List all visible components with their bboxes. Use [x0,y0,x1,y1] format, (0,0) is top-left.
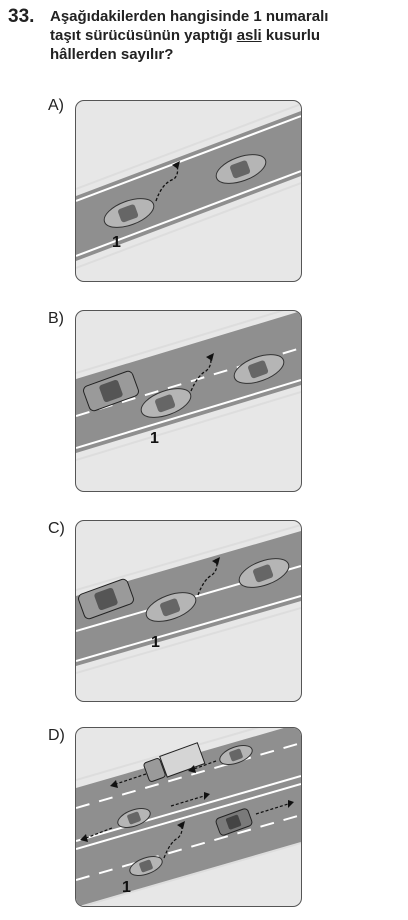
truck [143,742,206,782]
car-oncoming-left [117,807,151,829]
overtake-arrow [197,558,218,596]
car-number: 1 [150,430,159,447]
suv [83,370,139,412]
car-number: 1 [122,879,131,896]
overtake-arrow [190,354,212,392]
option-b-label[interactable]: B) [48,310,64,327]
underlined-word: asli [236,27,262,44]
suv [215,808,253,836]
car-front [238,558,290,588]
car-1 [129,855,163,877]
option-d-label[interactable]: D) [48,727,65,744]
car-number: 1 [151,634,160,651]
option-c-panel[interactable]: 1 [75,520,302,702]
car-1 [145,592,197,622]
car-1 [140,388,192,418]
option-c-road-diagram: 1 [76,524,301,674]
car-front [233,354,285,384]
question-line-2: taşıt sürücüsünün yaptığı asli kusurlu [50,27,321,44]
car-front [215,154,267,184]
question-text: Aşağıdakilerden hangisinde 1 numaralı ta… [50,7,395,64]
option-a-road-diagram: 1 [76,103,301,269]
question-number: 33. [8,6,35,27]
option-c-label[interactable]: C) [48,520,65,537]
option-b-panel[interactable]: 1 [75,310,302,492]
option-b-road-diagram: 1 [76,311,301,461]
option-d-road-diagram: 1 [76,728,301,906]
car-number: 1 [112,234,121,251]
question-line-3: hâllerden sayılır? [50,46,174,63]
option-d-panel[interactable]: 1 [75,727,302,907]
car-oncoming-right [219,744,253,766]
question-line-1: Aşağıdakilerden hangisinde 1 numaralı [50,8,329,25]
suv [78,578,134,620]
car-1 [103,198,155,228]
option-a-label[interactable]: A) [48,97,64,114]
option-a-panel[interactable]: 1 [75,100,302,282]
